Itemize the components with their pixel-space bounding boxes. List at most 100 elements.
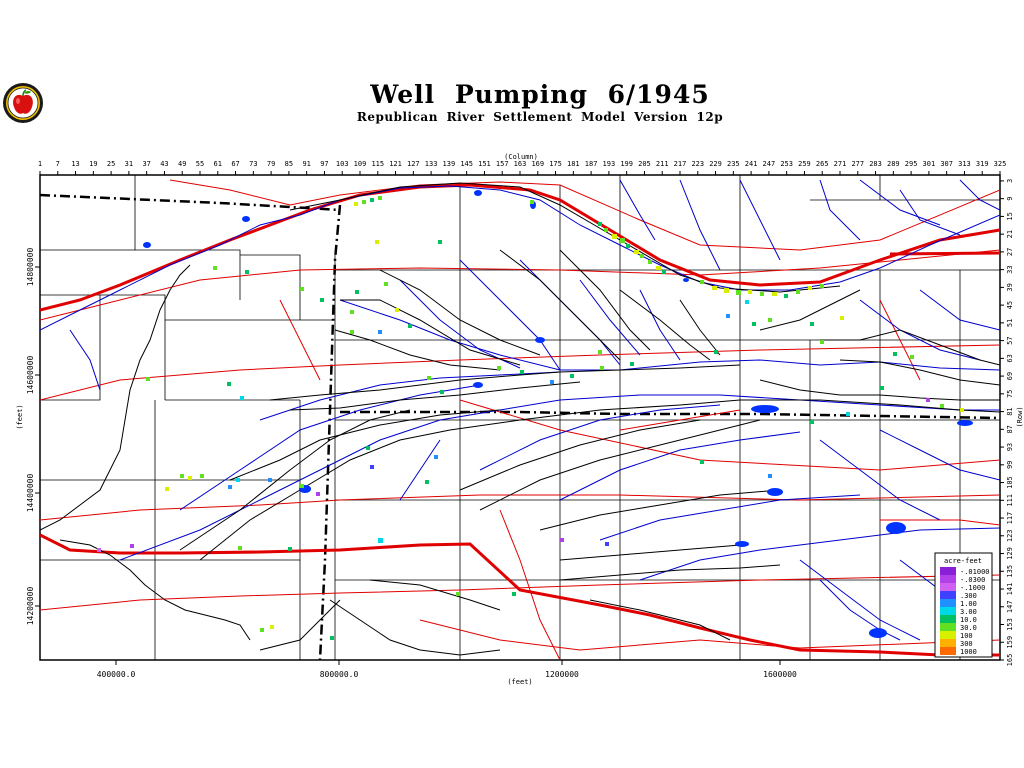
legend-swatch — [940, 631, 956, 639]
x-feet-tick-label: 800000.0 — [320, 670, 359, 679]
column-tick-label: 115 — [371, 160, 384, 168]
column-tick-label: 175 — [549, 160, 562, 168]
legend-swatch — [940, 607, 956, 615]
column-tick-label: 157 — [496, 160, 509, 168]
legend-label: -.1000 — [960, 584, 985, 592]
column-tick-label: 1 — [38, 160, 42, 168]
row-tick-label: 165 — [1006, 654, 1014, 667]
row-tick-label: 147 — [1006, 600, 1014, 613]
y-feet-tick-label: 14600000 — [26, 356, 35, 395]
legend-swatch — [940, 647, 956, 655]
column-tick-label: 109 — [354, 160, 367, 168]
legend-swatch — [940, 583, 956, 591]
column-tick-label: 31 — [125, 160, 133, 168]
column-tick-label: 259 — [798, 160, 811, 168]
row-tick-label: 39 — [1006, 283, 1014, 291]
column-tick-label: 187 — [585, 160, 598, 168]
legend-swatch — [940, 623, 956, 631]
column-tick-label: 151 — [478, 160, 491, 168]
road-network — [40, 179, 1000, 660]
row-tick-label: 135 — [1006, 565, 1014, 578]
column-tick-label: 91 — [302, 160, 310, 168]
row-tick-label: 45 — [1006, 301, 1014, 309]
legend-label: 300 — [960, 640, 973, 648]
column-tick-label: 85 — [285, 160, 293, 168]
row-tick-label: 33 — [1006, 265, 1014, 273]
highway-network — [40, 183, 1000, 657]
x-axis-title: (feet) — [507, 678, 532, 686]
axis-tick-marks — [35, 171, 1004, 665]
column-tick-label: 325 — [994, 160, 1007, 168]
column-tick-label: 307 — [940, 160, 953, 168]
page-title: Well Pumping 6/1945 — [370, 80, 710, 109]
column-tick-label: 223 — [691, 160, 704, 168]
column-tick-label: 289 — [887, 160, 900, 168]
legend-swatch — [940, 615, 956, 623]
column-tick-label: 265 — [816, 160, 829, 168]
legend-swatch — [940, 639, 956, 647]
model-boundary — [40, 182, 1000, 656]
legend-swatch — [940, 591, 956, 599]
column-tick-label: 19 — [89, 160, 97, 168]
x-feet-tick-label: 1600000 — [763, 670, 797, 679]
column-tick-label: 55 — [196, 160, 204, 168]
column-tick-label: 181 — [567, 160, 580, 168]
well-pumping-cells — [97, 196, 964, 640]
y-feet-tick-label: 14400000 — [26, 474, 35, 513]
column-tick-label: 13 — [71, 160, 79, 168]
column-tick-label: 67 — [231, 160, 239, 168]
row-tick-label: 57 — [1006, 336, 1014, 344]
column-tick-label: 211 — [656, 160, 669, 168]
legend-label: 30.0 — [960, 624, 977, 632]
row-tick-label: 3 — [1006, 179, 1014, 183]
column-tick-label: 7 — [56, 160, 60, 168]
row-tick-label: 81 — [1006, 407, 1014, 415]
page-subtitle: Republican River Settlement Model Versio… — [356, 110, 724, 124]
column-tick-label: 43 — [160, 160, 168, 168]
row-tick-label: 63 — [1006, 354, 1014, 362]
row-tick-label: 153 — [1006, 618, 1014, 631]
column-tick-label: 283 — [869, 160, 882, 168]
legend-label: .300 — [960, 592, 977, 600]
row-tick-label: 105 — [1006, 476, 1014, 489]
column-tick-label: 271 — [834, 160, 847, 168]
column-tick-label: 169 — [531, 160, 544, 168]
column-tick-label: 253 — [780, 160, 793, 168]
legend-title: acre-feet — [944, 557, 982, 565]
column-tick-label: 97 — [320, 160, 328, 168]
x-feet-tick-label: 400000.0 — [97, 670, 136, 679]
row-tick-label: 69 — [1006, 372, 1014, 380]
legend-label: 1.00 — [960, 600, 977, 608]
legend-label: -.0300 — [960, 576, 985, 584]
column-tick-label: 319 — [976, 160, 989, 168]
row-tick-label: 15 — [1006, 212, 1014, 220]
column-tick-label: 313 — [958, 160, 971, 168]
legend-label: 1000 — [960, 648, 977, 656]
column-tick-label: 61 — [214, 160, 222, 168]
column-tick-label: 103 — [336, 160, 349, 168]
column-axis-title: (Column) — [504, 153, 538, 161]
column-axis: 1 7 13 19 25 31 37 43 49 55 61 67 73 79 85 91 97 103 109 11… — [38, 160, 1006, 168]
legend-swatch — [940, 575, 956, 583]
x-feet-tick-label: 1200000 — [545, 670, 579, 679]
column-tick-label: 217 — [674, 160, 687, 168]
row-tick-label: 117 — [1006, 512, 1014, 525]
column-tick-label: 145 — [460, 160, 473, 168]
column-tick-label: 163 — [514, 160, 527, 168]
legend-label: -.01000 — [960, 568, 990, 576]
row-tick-label: 27 — [1006, 248, 1014, 256]
row-tick-label: 51 — [1006, 319, 1014, 327]
column-tick-label: 247 — [763, 160, 776, 168]
legend-label: 3.00 — [960, 608, 977, 616]
map-legend: acre-feet -.01000-.0300-.1000.3001.003.0… — [934, 552, 993, 658]
column-tick-label: 37 — [142, 160, 150, 168]
row-tick-label: 9 — [1006, 197, 1014, 201]
legend-label: 100 — [960, 632, 973, 640]
row-tick-label: 93 — [1006, 443, 1014, 451]
x-feet-axis: 400000.0 800000.0 1200000 1600000 — [97, 670, 797, 679]
river-network — [40, 179, 1000, 641]
column-tick-label: 241 — [745, 160, 758, 168]
row-axis: 3915212733394551576369758187939910511111… — [1006, 179, 1014, 667]
column-tick-label: 229 — [709, 160, 722, 168]
